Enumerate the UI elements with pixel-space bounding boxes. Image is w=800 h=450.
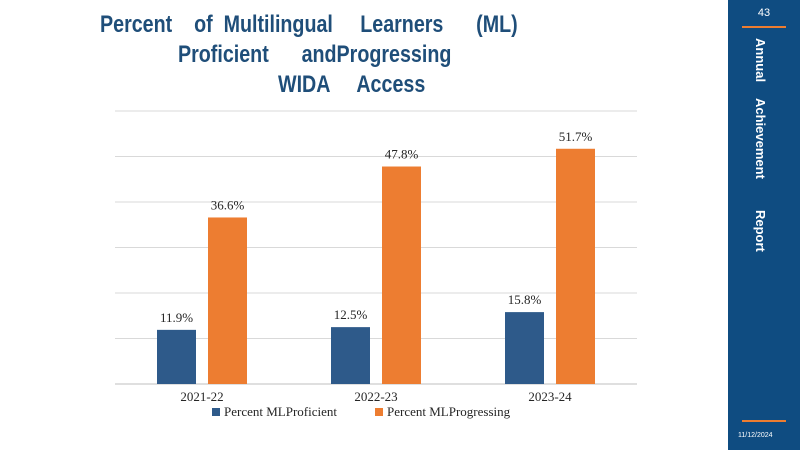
accent-line-top [742,26,786,28]
title-line-3: WIDA Access [278,71,426,98]
page-number: 43 [757,7,771,19]
data-label: 47.8% [385,147,419,162]
sidebar-word-report: Report [753,210,768,252]
x-tick-label: 2023-24 [528,389,572,404]
bar-proficient [331,327,370,384]
legend-swatch [212,408,220,416]
x-tick-label: 2022-23 [354,389,397,404]
sidebar-word-achievement: Achievement [753,98,768,179]
data-label: 11.9% [160,310,193,325]
sidebar: 43 Annual Achievement Report 11/12/2024 [728,0,800,450]
data-label: 51.7% [559,129,593,144]
x-tick-label: 2021-22 [180,389,223,404]
title-line-2: Proficient andProgressing [178,41,452,68]
bar-chart: 11.9% 36.6% 2021-22 12.5% 47.8% 2022-23 15.8% 5… [115,110,637,419]
data-label: 15.8% [508,292,542,307]
legend-swatch [375,408,383,416]
accent-line-bottom [742,420,786,422]
sidebar-word-annual: Annual [753,38,768,83]
legend-label: Percent MLProficient [224,404,337,419]
bar-proficient [157,329,196,384]
data-label: 12.5% [334,307,368,322]
data-label: 36.6% [211,197,245,212]
bar-progressing [208,217,247,384]
legend-label: Percent MLProgressing [387,404,511,419]
bar-proficient [505,312,544,384]
bar-progressing [556,148,595,384]
slide-date: 11/12/2024 [738,432,773,439]
bar-progressing [382,166,421,384]
